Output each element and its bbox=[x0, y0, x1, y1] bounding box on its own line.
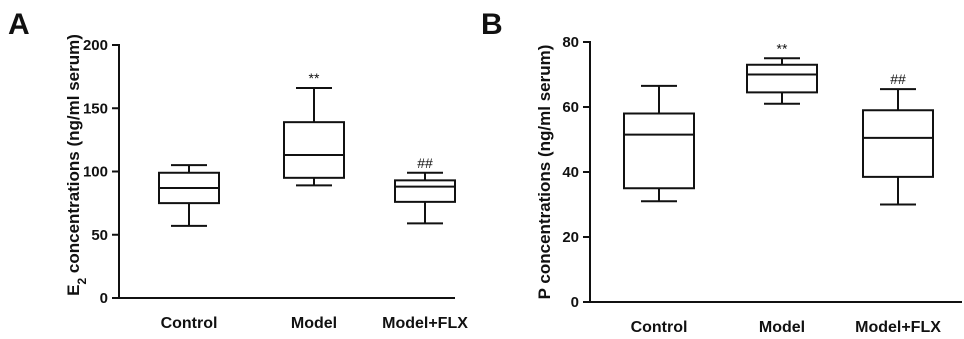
box-plots: ** ## bbox=[158, 70, 456, 227]
x-tick-label: Control bbox=[161, 315, 218, 332]
y-tick-label: 40 bbox=[562, 164, 579, 181]
iqr-box bbox=[623, 112, 695, 190]
panel-a: A E2 concentrations (ng/ml serum) 0 50 100… bbox=[8, 8, 468, 332]
x-tick-label: Model bbox=[291, 315, 337, 332]
x-tick-label: Model+FLX bbox=[382, 315, 468, 332]
y-tick-label: 80 bbox=[562, 34, 579, 51]
iqr-box bbox=[862, 109, 934, 178]
box-plots: ** ## bbox=[623, 40, 934, 206]
box-model-flx: ## bbox=[862, 71, 934, 206]
x-tick-label: Model bbox=[759, 319, 805, 336]
box-model: ** bbox=[746, 40, 818, 105]
significance-marker: ** bbox=[777, 40, 788, 56]
significance-marker: ## bbox=[417, 155, 433, 171]
y-ticks: 0 20 40 60 80 bbox=[562, 34, 590, 311]
y-tick-label: 200 bbox=[83, 37, 108, 54]
significance-marker: ## bbox=[890, 71, 906, 87]
y-tick-label: 100 bbox=[83, 164, 108, 181]
x-tick-label: Model+FLX bbox=[855, 319, 941, 336]
iqr-box bbox=[746, 63, 818, 94]
box-model-flx: ## bbox=[394, 155, 456, 225]
iqr-box bbox=[394, 179, 456, 203]
box-model: ** bbox=[283, 70, 345, 187]
panel-b: B P concentrations (ng/ml serum) 0 20 40 60… bbox=[481, 8, 962, 336]
panel-letter: B bbox=[481, 8, 503, 41]
iqr-box bbox=[283, 121, 345, 179]
y-tick-label: 0 bbox=[571, 294, 579, 311]
y-axis-title: P concentrations (ng/ml serum) bbox=[535, 45, 554, 300]
box-control bbox=[623, 84, 695, 203]
box-control bbox=[158, 164, 220, 227]
y-axis-title: E2 concentrations (ng/ml serum) bbox=[64, 34, 89, 296]
significance-marker: ** bbox=[309, 70, 320, 86]
y-tick-label: 20 bbox=[562, 229, 579, 246]
y-ticks: 0 50 100 150 200 bbox=[83, 37, 119, 307]
x-tick-labels: Control Model Model+FLX bbox=[161, 315, 469, 332]
y-tick-label: 60 bbox=[562, 99, 579, 116]
panel-letter: A bbox=[8, 8, 30, 41]
y-tick-label: 50 bbox=[91, 227, 108, 244]
y-tick-label: 0 bbox=[100, 290, 108, 307]
x-tick-labels: Control Model Model+FLX bbox=[631, 319, 942, 336]
y-tick-label: 150 bbox=[83, 100, 108, 117]
x-tick-label: Control bbox=[631, 319, 688, 336]
